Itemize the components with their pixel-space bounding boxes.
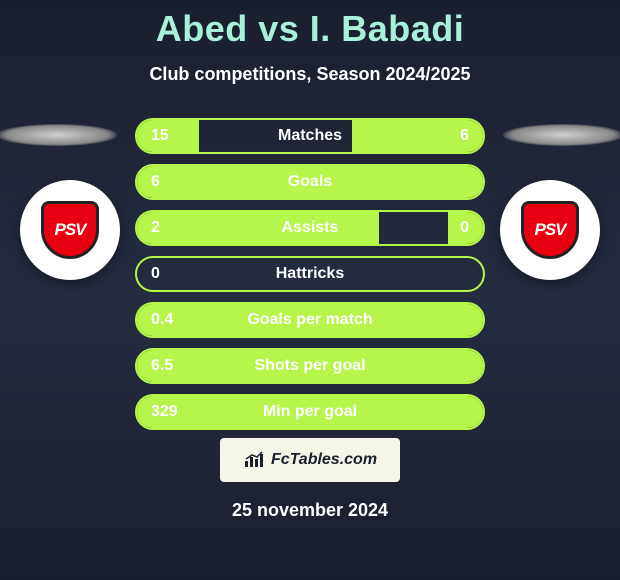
stat-row: 2Assists0 bbox=[135, 210, 485, 246]
stat-label: Matches bbox=[137, 127, 483, 145]
stat-row: 329Min per goal bbox=[135, 394, 485, 430]
club-logo-left: PSV bbox=[41, 201, 99, 259]
club-badge-right: PSV bbox=[500, 180, 600, 280]
stat-label: Goals bbox=[137, 173, 483, 191]
comparison-title: Abed vs I. Babadi bbox=[0, 0, 620, 50]
stat-row: 0Hattricks bbox=[135, 256, 485, 292]
stat-label: Goals per match bbox=[137, 311, 483, 329]
player-silhouette-left bbox=[0, 124, 117, 146]
comparison-subtitle: Club competitions, Season 2024/2025 bbox=[0, 64, 620, 85]
club-badge-left: PSV bbox=[20, 180, 120, 280]
player-silhouette-right bbox=[503, 124, 620, 146]
stat-label: Min per goal bbox=[137, 403, 483, 421]
fctables-watermark: FcTables.com bbox=[220, 438, 400, 482]
stat-label: Hattricks bbox=[137, 265, 483, 283]
club-logo-right: PSV bbox=[521, 201, 579, 259]
stat-row: 15Matches6 bbox=[135, 118, 485, 154]
stat-label: Assists bbox=[137, 219, 483, 237]
stats-container: 15Matches66Goals2Assists00Hattricks0.4Go… bbox=[135, 118, 485, 440]
stat-row: 6.5Shots per goal bbox=[135, 348, 485, 384]
stat-row: 6Goals bbox=[135, 164, 485, 200]
stat-label: Shots per goal bbox=[137, 357, 483, 375]
fctables-chart-icon bbox=[243, 451, 265, 469]
fctables-label: FcTables.com bbox=[271, 451, 377, 469]
stat-row: 0.4Goals per match bbox=[135, 302, 485, 338]
stat-right-value: 6 bbox=[460, 127, 469, 145]
stat-right-value: 0 bbox=[460, 219, 469, 237]
date-footer: 25 november 2024 bbox=[0, 500, 620, 521]
